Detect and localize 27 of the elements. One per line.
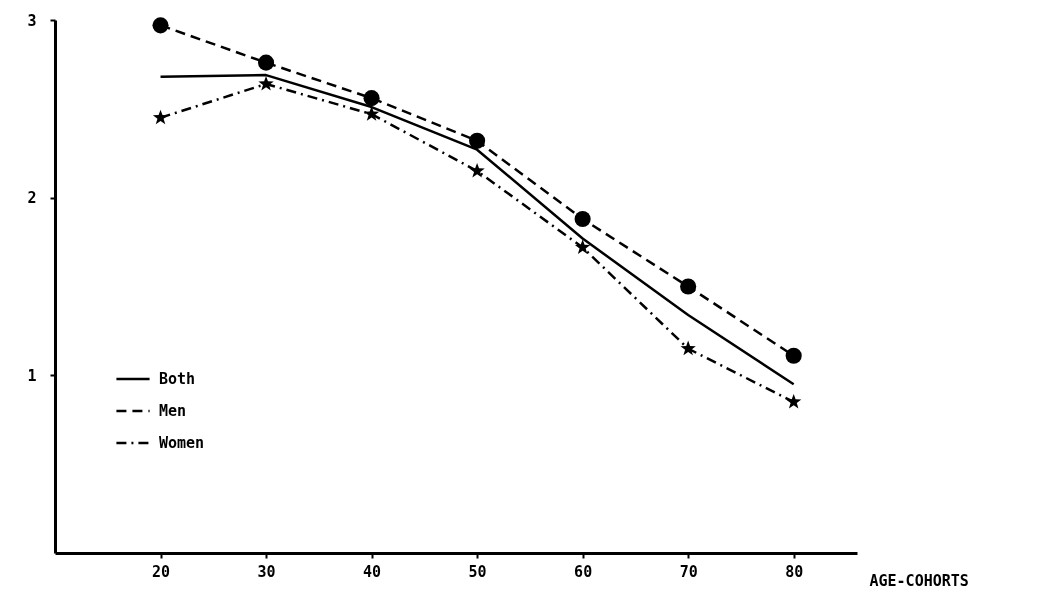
point	[363, 106, 380, 121]
x-tick-label: 40	[363, 562, 382, 581]
point	[574, 239, 591, 254]
point	[786, 393, 802, 409]
point	[469, 132, 486, 149]
y-tick-label: 2	[27, 189, 37, 208]
x-tick-label: 20	[152, 562, 171, 581]
x-tick-label: 30	[257, 562, 276, 581]
point	[574, 210, 591, 228]
legend-label: Women	[159, 434, 205, 453]
point	[258, 75, 274, 91]
point	[469, 162, 485, 178]
y-tick-label: 1	[27, 366, 37, 385]
legend-label: Men	[159, 402, 187, 421]
x-tick-label: 70	[679, 562, 698, 581]
y-tick-label: 3	[27, 11, 37, 30]
x-tick-label: 80	[785, 562, 804, 581]
point	[680, 340, 696, 356]
legend-label: Both	[159, 370, 196, 389]
x-tick-label: 50	[468, 562, 487, 581]
point	[152, 17, 169, 34]
point	[680, 278, 697, 295]
x-tick-label: 60	[574, 562, 593, 581]
point	[363, 90, 380, 107]
x-axis-title: AGE-COHORTS	[869, 571, 969, 590]
point	[785, 347, 802, 364]
point	[257, 54, 275, 71]
